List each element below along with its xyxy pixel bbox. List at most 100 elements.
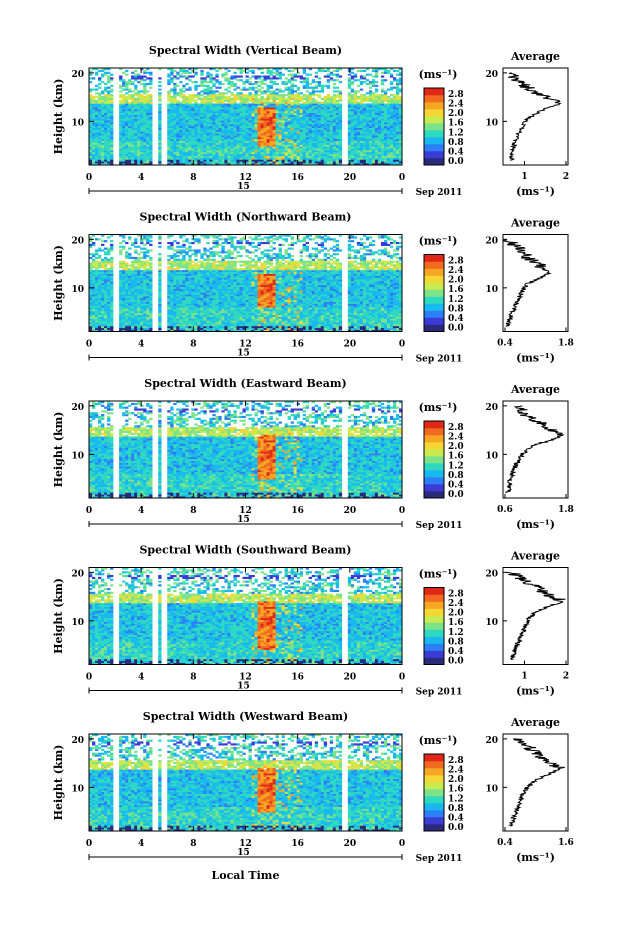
x-tick-label: 0 [399, 673, 405, 683]
profile-y-tick-label: 10 [485, 451, 498, 461]
colorbar-swatch [424, 421, 444, 428]
colorbar-swatch [424, 262, 444, 269]
y-axis-label: Height (km) [52, 79, 65, 155]
date-label: Sep 2011 [416, 854, 463, 864]
panel-2: Spectral Width (Eastward Beam)0 4 8 12 16 20 0… [52, 377, 574, 531]
x-tick-label: 0 [86, 340, 92, 350]
date-label: Sep 2011 [416, 688, 463, 698]
colorbar-tick-label: 2.4 [448, 433, 464, 443]
x-tick-label: 8 [190, 673, 196, 683]
colorbar-tick-label: 0.8 [448, 637, 464, 647]
colorbar-tick-label: 2.0 [448, 775, 464, 785]
profile-x-label: (ms⁻¹) [516, 185, 555, 198]
date-label: Sep 2011 [416, 521, 463, 531]
y-tick-label: 20 [71, 736, 84, 746]
profile-x-tick-label: 1 [521, 672, 527, 682]
colorbar-tick-label: 1.6 [448, 452, 464, 462]
colorbar-swatch [424, 318, 444, 325]
y-tick-label: 10 [71, 784, 84, 794]
colorbar-tick-label: 2.0 [448, 109, 464, 119]
colorbar-swatch [424, 255, 444, 262]
day-label: 15 [237, 848, 250, 858]
colorbar-swatch [424, 102, 444, 109]
profile-y-tick-label: 10 [485, 118, 498, 128]
colorbar-swatch [424, 817, 444, 824]
colorbar-swatch [424, 609, 444, 616]
colorbar-swatch [424, 470, 444, 477]
profile-x-label: (ms⁻¹) [516, 851, 555, 864]
colorbar-swatch [424, 325, 444, 332]
colorbar-tick-label: 0.0 [448, 157, 464, 167]
x-tick-label: 0 [86, 673, 92, 683]
colorbar-tick-label: 0.0 [448, 490, 464, 500]
profile-x-label: (ms⁻¹) [516, 352, 555, 365]
colorbar-swatch [424, 276, 444, 283]
y-tick-label: 20 [71, 236, 84, 246]
colorbar-tick-label: 1.2 [448, 628, 464, 638]
panel-0: Spectral Width (Vertical Beam)0 4 8 12 16 20 0… [52, 44, 569, 198]
colorbar-swatch [424, 796, 444, 803]
colorbar-swatch [424, 595, 444, 602]
profile-x-tick-label: 2 [563, 672, 569, 682]
x-tick-label: 8 [190, 173, 196, 183]
colorbar-swatch [424, 491, 444, 498]
colorbar-tick-label: 2.4 [448, 266, 464, 276]
y-tick-label: 20 [71, 70, 84, 80]
x-axis-label: Local Time [212, 869, 280, 882]
profile-y-tick-label: 20 [485, 236, 498, 246]
colorbar-tick-label: 1.2 [448, 794, 464, 804]
colorbar-swatch [424, 644, 444, 651]
colorbar-swatch [424, 435, 444, 442]
date-label: Sep 2011 [416, 355, 463, 365]
profile-title: Average [510, 550, 560, 563]
colorbar-tick-label: 2.0 [448, 276, 464, 286]
date-label: Sep 2011 [416, 188, 463, 198]
colorbar-swatch [424, 616, 444, 623]
colorbar-tick-label: 1.2 [448, 295, 464, 305]
profile-y-tick-label: 20 [485, 736, 498, 746]
colorbar-unit: (ms⁻¹) [419, 734, 458, 747]
x-tick-label: 20 [344, 673, 357, 683]
x-tick-label: 4 [138, 673, 144, 683]
colorbar-tick-label: 2.8 [448, 423, 464, 433]
x-tick-label: 20 [344, 173, 357, 183]
y-tick-label: 10 [71, 285, 84, 295]
colorbar-swatch [424, 477, 444, 484]
colorbar-tick-label: 0.0 [448, 324, 464, 334]
colorbar-unit: (ms⁻¹) [419, 401, 458, 414]
colorbar-swatch [424, 588, 444, 595]
panel-title: Spectral Width (Northward Beam) [140, 211, 352, 224]
y-tick-label: 20 [71, 569, 84, 579]
colorbar-swatch [424, 116, 444, 123]
x-tick-label: 20 [344, 340, 357, 350]
x-tick-label: 0 [399, 173, 405, 183]
colorbar-swatch [424, 630, 444, 637]
x-tick-label: 20 [344, 839, 357, 849]
colorbar-swatch [424, 602, 444, 609]
profile-x-tick-label: 0.6 [497, 505, 513, 515]
colorbar-swatch [424, 782, 444, 789]
panel-title: Spectral Width (Vertical Beam) [149, 44, 342, 57]
profile-x-tick-label: 1.8 [558, 505, 574, 515]
colorbar-tick-label: 0.8 [448, 138, 464, 148]
profile-y-tick-label: 10 [485, 618, 498, 628]
colorbar-swatch [424, 311, 444, 318]
colorbar-tick-label: 2.8 [448, 90, 464, 100]
heatmap-cells [89, 734, 402, 831]
profile-line [506, 406, 563, 493]
colorbar-tick-label: 0.4 [448, 314, 464, 324]
profile-line [506, 572, 566, 659]
colorbar-swatch [424, 109, 444, 116]
day-label: 15 [237, 682, 250, 692]
x-tick-label: 8 [190, 839, 196, 849]
colorbar-swatch [424, 130, 444, 137]
panel-title: Spectral Width (Westward Beam) [143, 710, 348, 723]
x-tick-label: 4 [138, 340, 144, 350]
x-tick-label: 0 [399, 340, 405, 350]
colorbar-tick-label: 2.4 [448, 100, 464, 110]
colorbar-tick-label: 1.2 [448, 461, 464, 471]
colorbar-tick-label: 2.4 [448, 599, 464, 609]
colorbar-swatch [424, 761, 444, 768]
panel-3: Spectral Width (Southward Beam)0 4 8 12 16 20… [52, 544, 569, 698]
